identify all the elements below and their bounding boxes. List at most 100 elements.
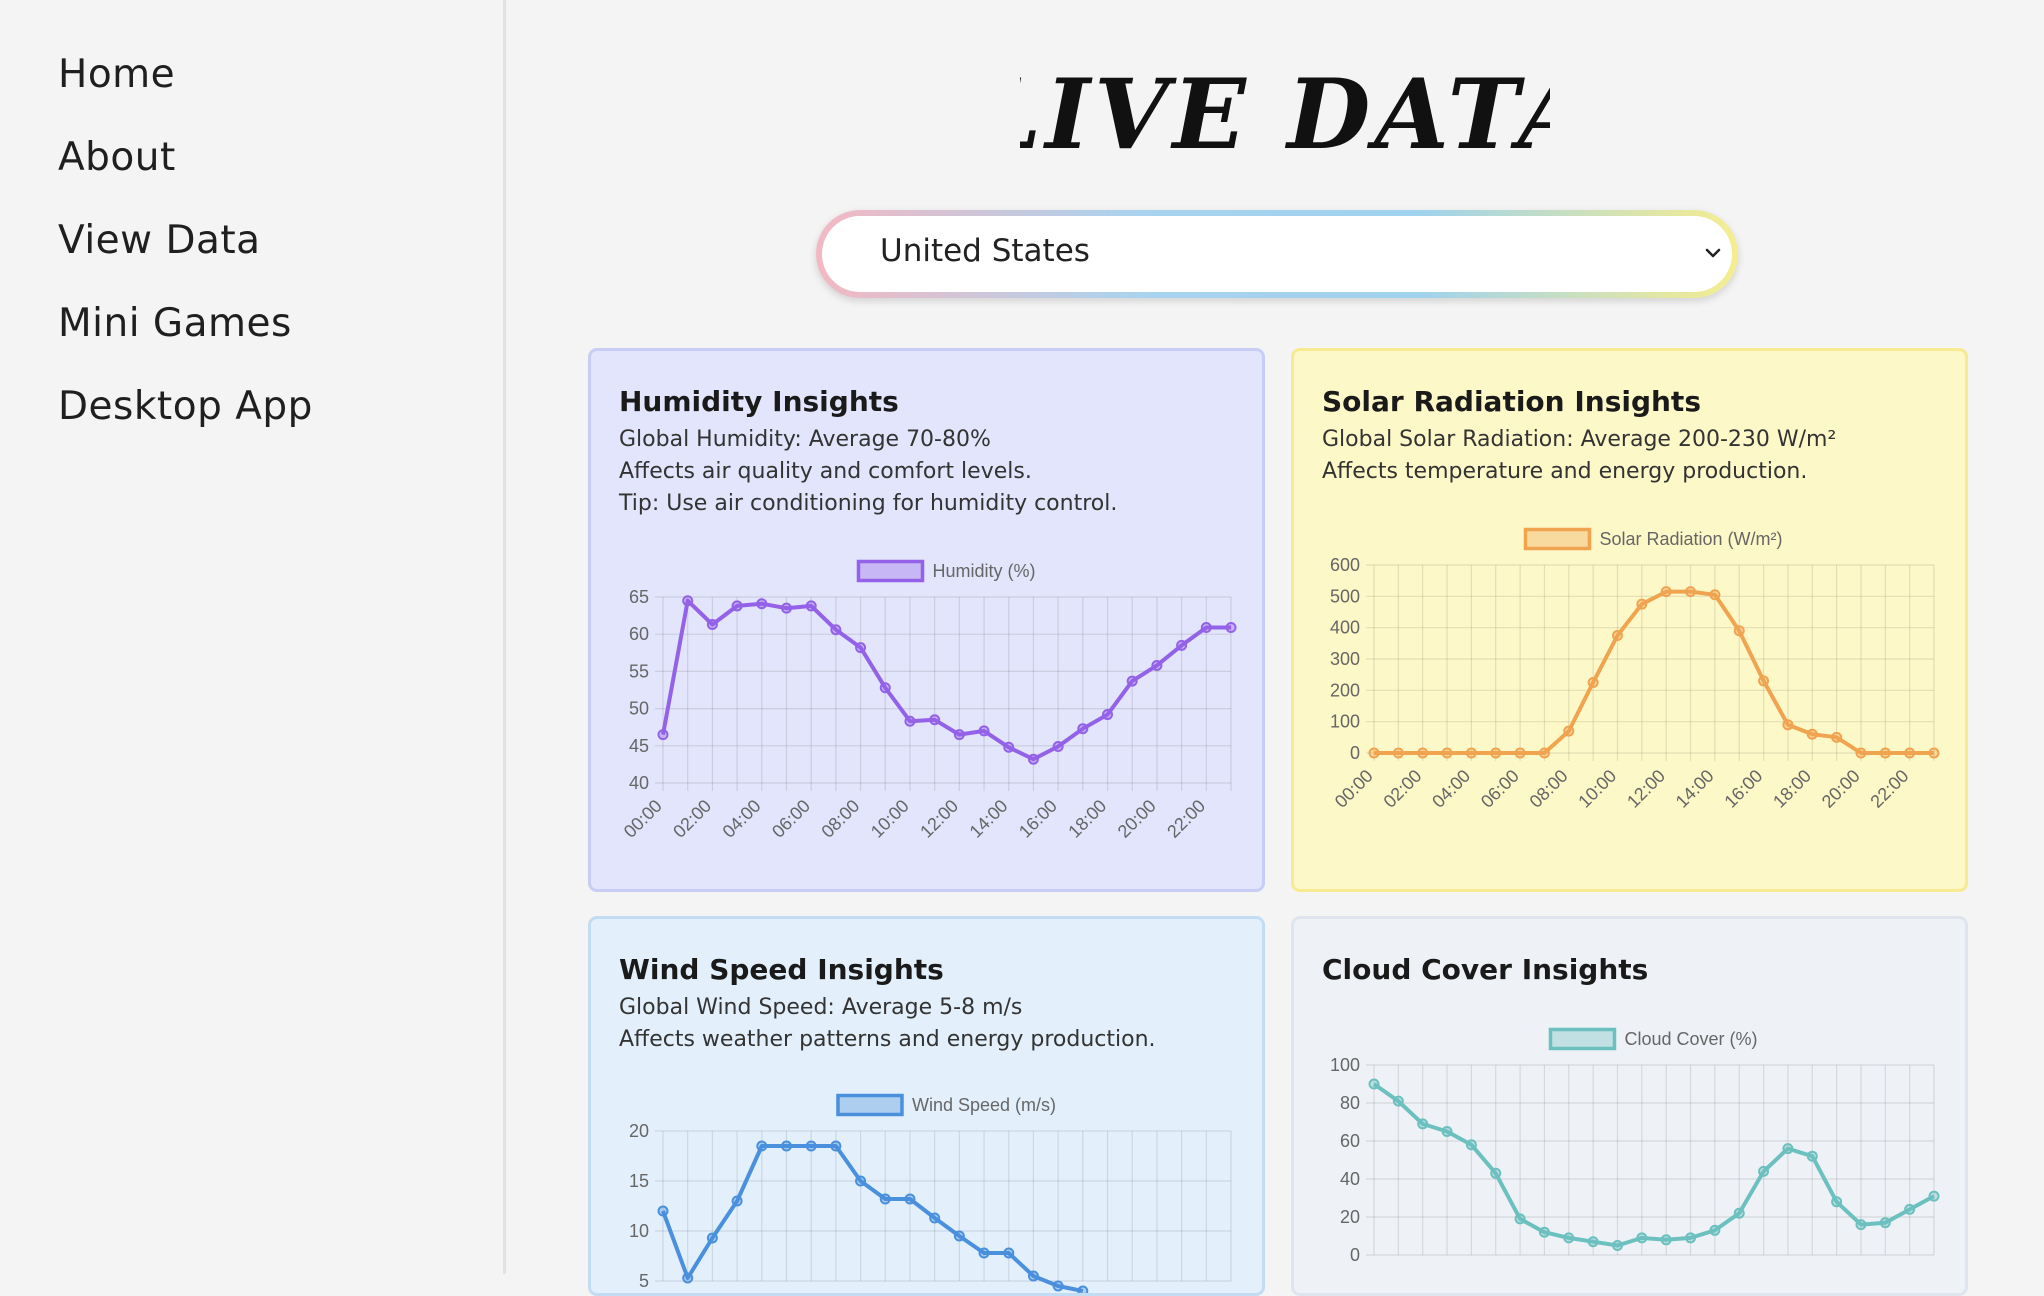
data-point [1928,1190,1940,1202]
y-tick-label: 40 [629,773,649,793]
data-point [1733,1207,1745,1219]
x-tick-label: 00:00 [1331,766,1377,812]
x-tick-label: 04:00 [719,796,765,842]
y-tick-label: 300 [1330,649,1360,669]
data-point [1490,747,1502,759]
card-title: Cloud Cover Insights [1322,953,1649,986]
legend-swatch [1548,1027,1617,1051]
data-point [1027,753,1039,765]
cloud-chart: Cloud Cover (%) 0 20 40 60 80 100 [1330,1027,1940,1265]
logo-text: LIVE DATA [1020,58,1550,168]
data-point [1733,625,1745,637]
data-point [1490,1167,1502,1179]
series-line [1372,1082,1935,1248]
data-point [1660,586,1672,598]
data-point [1003,1247,1015,1259]
data-point [1709,589,1721,601]
data-point [904,1193,916,1205]
site-logo: LIVE DATA [971,58,1593,171]
data-point [1417,747,1429,759]
x-tick-label: 06:00 [768,796,814,842]
x-tick-label: 10:00 [867,796,913,842]
y-tick-label: 5 [639,1271,649,1291]
x-tick-label: 14:00 [1672,766,1718,812]
nav-mini-games[interactable]: Mini Games [58,301,292,346]
nav-home[interactable]: Home [58,52,176,97]
data-point [1660,1234,1672,1246]
data-point [1879,1217,1891,1229]
data-point [1855,747,1867,759]
data-point [1563,725,1575,737]
data-point [1392,1095,1404,1107]
data-point [978,1247,990,1259]
series-line [661,1144,1084,1293]
data-point [805,600,817,612]
data-point [879,682,891,694]
chevron-down-icon [1705,248,1721,258]
data-point [1831,731,1843,743]
data-point [1368,1078,1380,1090]
data-point [904,715,916,727]
y-tick-label: 400 [1330,618,1360,638]
data-point [756,1140,768,1152]
data-point [1563,1232,1575,1244]
data-point [879,1193,891,1205]
country-select[interactable]: United States [816,210,1738,298]
data-point [1392,747,1404,759]
legend-label: Wind Speed (m/s) [912,1095,1056,1115]
data-point [1441,1126,1453,1137]
y-tick-label: 40 [1340,1169,1360,1189]
card-title: Solar Radiation Insights [1322,385,1701,418]
data-point [1806,1150,1818,1162]
card-title: Humidity Insights [619,385,899,418]
data-point [1003,741,1015,753]
data-point [1027,1270,1039,1282]
data-point [682,1272,694,1284]
data-point [1077,723,1089,735]
data-point [830,624,842,636]
y-tick-label: 15 [629,1171,649,1191]
x-tick-label: 16:00 [1015,796,1061,842]
data-point [706,1232,718,1244]
data-point [855,642,867,654]
x-tick-label: 02:00 [669,796,715,842]
data-point [1587,1236,1599,1248]
legend-label: Solar Radiation (W/m²) [1599,529,1782,549]
data-point [1831,1196,1843,1208]
y-tick-label: 100 [1330,1055,1360,1075]
data-point [1806,728,1818,740]
nav-about[interactable]: About [58,135,176,180]
nav-desktop-app[interactable]: Desktop App [58,384,313,429]
legend-swatch [856,559,925,583]
data-point [1538,1226,1550,1238]
y-tick-label: 0 [1350,743,1360,763]
data-point [1368,747,1380,759]
data-point [1587,677,1599,688]
data-point [1077,1285,1089,1293]
card-text: Tip: Use air conditioning for humidity c… [619,491,1118,516]
data-point [1879,747,1891,759]
x-tick-label: 20:00 [1818,766,1864,812]
x-tick-label: 14:00 [966,796,1012,842]
chart-grid [1366,1064,1935,1256]
data-point [855,1175,867,1187]
nav-view-data[interactable]: View Data [58,218,261,263]
legend-label: Cloud Cover (%) [1624,1029,1757,1049]
card-text: Affects air quality and comfort levels. [619,459,1032,484]
data-point [780,602,792,614]
series-line [1374,589,1934,755]
solar-chart: Solar Radiation (W/m²) 0 100 200 300 400 500 60… [1330,527,1940,812]
data-point [657,1205,669,1217]
data-point [731,1195,743,1207]
y-tick-label: 45 [629,736,649,756]
legend-swatch [1523,527,1592,551]
x-tick-label: 06:00 [1477,766,1523,812]
x-tick-label: 08:00 [817,796,863,842]
data-point [1417,1118,1429,1130]
data-point [1514,747,1526,759]
data-point [1176,639,1188,651]
data-point [1782,1143,1794,1155]
x-tick-label: 18:00 [1064,796,1110,842]
x-tick-label: 12:00 [1623,766,1669,812]
data-point [1709,1224,1721,1236]
